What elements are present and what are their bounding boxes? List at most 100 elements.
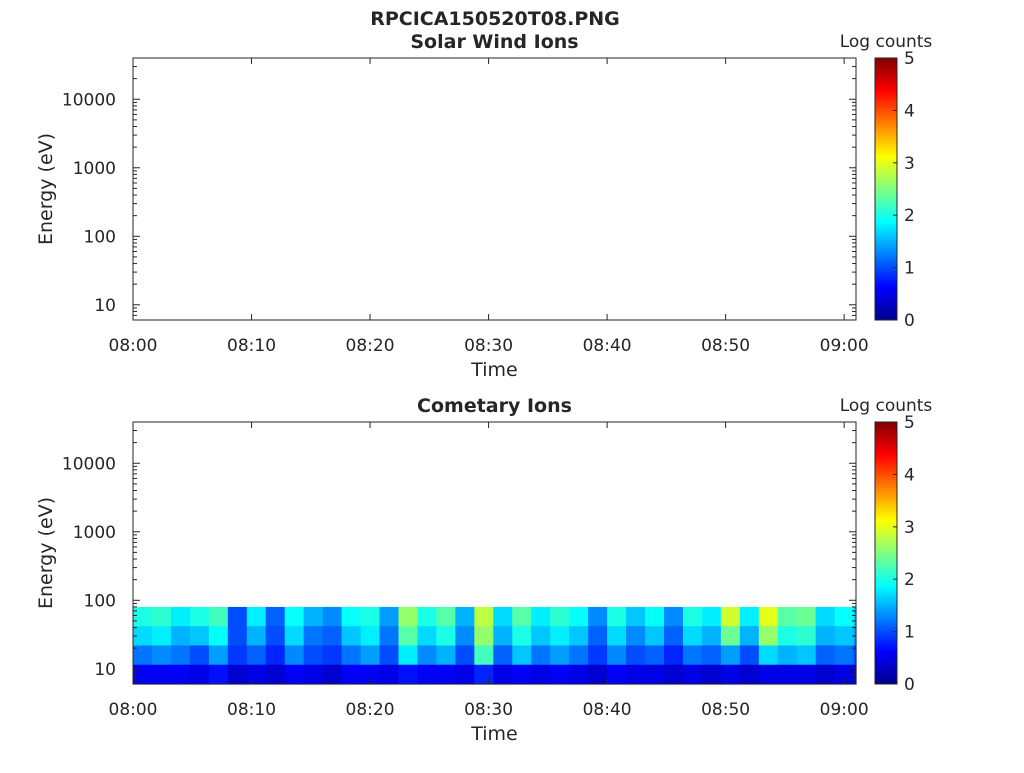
spectrogram-cell: [360, 626, 381, 647]
spectrogram-cell: [170, 664, 191, 685]
y-minor-ticks: [133, 57, 856, 321]
spectrogram-cell: [493, 664, 513, 685]
spectrogram-cell: [133, 626, 153, 647]
spectrogram-cell: [189, 645, 210, 666]
spectrogram-cell: [512, 645, 532, 666]
spectrogram-cell: [758, 664, 779, 685]
y-tick-label: 1000: [73, 159, 116, 179]
spectrogram-cell: [682, 645, 703, 666]
spectrogram-cell: [398, 606, 419, 627]
spectrogram-cell: [189, 626, 210, 647]
spectrogram-cell: [550, 664, 570, 685]
spectrogram-cell: [663, 645, 684, 666]
y-tick-label: 10: [94, 296, 116, 316]
spectrogram-cell: [682, 626, 703, 647]
x-tick-label: 08:30: [464, 336, 513, 356]
spectrogram-cell: [265, 664, 286, 685]
spectrogram-cell: [474, 664, 494, 685]
colorbar-tick-label: 0: [904, 675, 915, 695]
spectrogram-cell: [701, 606, 722, 627]
spectrogram-cell: [379, 645, 400, 666]
spectrogram-cell: [208, 645, 229, 666]
spectrogram-cell: [834, 664, 855, 685]
spectrogram-cell: [645, 626, 665, 647]
spectrogram-cell: [758, 626, 779, 647]
spectrogram-cell: [663, 626, 684, 647]
x-tick-label: 08:10: [227, 336, 276, 356]
spectrogram-cell: [739, 664, 760, 685]
spectrogram-cell: [436, 664, 456, 685]
spectrogram-cell: [701, 664, 722, 685]
spectrogram-cell: [151, 626, 172, 647]
spectrogram-cell: [227, 645, 248, 666]
spectrogram-cell: [436, 606, 456, 627]
spectrogram-cell: [379, 626, 400, 647]
y-tick-label: 10000: [62, 90, 116, 110]
colorbar-tick-label: 3: [904, 518, 915, 538]
spectrogram-cell: [341, 626, 362, 647]
spectrogram-cell: [531, 606, 551, 627]
spectrogram-cell: [645, 664, 665, 685]
spectrogram-cell: [663, 606, 684, 627]
spectrogram-cell: [588, 626, 608, 647]
colorbar-tick-label: 2: [904, 206, 915, 226]
spectrogram-cell: [796, 626, 817, 647]
colorbar-tick-label: 4: [904, 465, 915, 485]
x-tick-label: 09:00: [820, 700, 869, 720]
spectrogram-cell: [398, 645, 419, 666]
spectrogram-cell: [455, 626, 475, 647]
spectrogram-cell: [853, 606, 857, 627]
figure-title: RPCICA150520T08.PNG: [370, 8, 620, 30]
colorbar-tick-label: 2: [904, 570, 915, 590]
spectrogram-cell: [265, 626, 286, 647]
spectrogram-cell: [720, 626, 741, 647]
spectrogram-cell: [626, 664, 646, 685]
y-axis-label: Energy (eV): [35, 133, 57, 245]
spectrogram: [133, 606, 857, 685]
spectrogram-cell: [284, 664, 305, 685]
spectrogram-cell: [417, 606, 438, 627]
spectrogram-cell: [588, 606, 608, 627]
colorbar-label: Log counts: [840, 32, 933, 52]
spectrogram-cell: [360, 664, 381, 685]
spectrogram-cell: [246, 664, 267, 685]
spectrogram-cell: [341, 645, 362, 666]
y-tick-label: 10: [94, 660, 116, 680]
spectrogram-cell: [151, 645, 172, 666]
spectrogram-cell: [284, 645, 305, 666]
spectrogram-cell: [493, 606, 513, 627]
spectrogram-cell: [474, 606, 494, 627]
spectrogram-cell: [569, 645, 589, 666]
spectrogram-cell: [531, 626, 551, 647]
spectrogram-cell: [170, 606, 191, 627]
spectrogram-cell: [322, 664, 343, 685]
spectrogram-cell: [360, 606, 381, 627]
colorbar-gradient: [874, 57, 898, 321]
spectrogram-cell: [853, 645, 857, 666]
spectrogram-cell: [436, 626, 456, 647]
spectrogram-cell: [607, 606, 627, 627]
spectrogram-cell: [493, 626, 513, 647]
spectrogram-cell: [227, 626, 248, 647]
spectrogram-cell: [474, 645, 494, 666]
spectrogram-cell: [170, 645, 191, 666]
spectrogram-cell: [607, 664, 627, 685]
colorbar-gradient: [874, 421, 898, 685]
spectrogram-cell: [720, 606, 741, 627]
spectrogram-cell: [550, 645, 570, 666]
spectrogram-cell: [645, 645, 665, 666]
spectrogram-cell: [796, 664, 817, 685]
spectrogram-cell: [701, 645, 722, 666]
spectrogram-cell: [531, 645, 551, 666]
spectrogram-cell: [417, 664, 438, 685]
spectrogram-cell: [436, 645, 456, 666]
spectrogram-cell: [796, 606, 817, 627]
y-tick-label: 100: [84, 227, 116, 247]
spectrogram-cell: [645, 606, 665, 627]
spectrogram-cell: [512, 606, 532, 627]
spectrogram-cell: [777, 606, 798, 627]
spectrogram-cell: [550, 606, 570, 627]
spectrogram-cell: [626, 645, 646, 666]
